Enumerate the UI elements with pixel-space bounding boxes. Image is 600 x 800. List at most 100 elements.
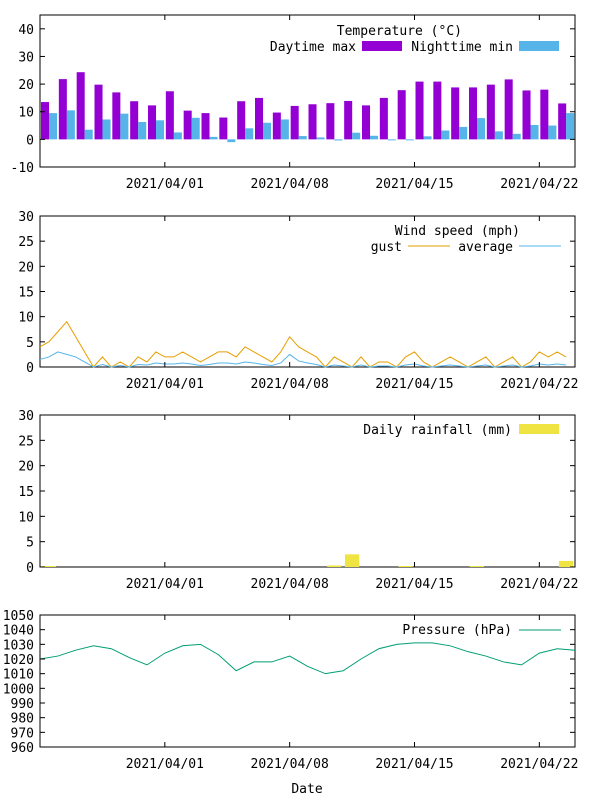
legend-label-gust: gust	[371, 240, 402, 255]
bar-daytime-max	[76, 72, 85, 140]
wind-panel: 0 5 10 15 20 25 30 2021/04/01 2021/04/08 2021/04/…	[18, 210, 578, 392]
x-tick-label: 2021/04/15	[375, 177, 453, 192]
bar-nighttime-min	[352, 132, 361, 140]
bar-rainfall	[327, 565, 342, 567]
legend-label-pressure: Pressure (hPa)	[402, 623, 512, 638]
bar-daytime-max	[451, 87, 460, 140]
y-tick-label: 15	[18, 485, 34, 500]
bar-daytime-max	[237, 101, 246, 140]
bar-daytime-max	[165, 91, 174, 140]
temperature-frame	[39, 14, 576, 168]
bar-nighttime-min	[387, 139, 396, 141]
y-tick-label: 15	[18, 286, 34, 301]
bar-daytime-max	[308, 104, 317, 140]
x-tick-label: 2021/04/01	[126, 757, 204, 772]
bar-nighttime-min	[49, 113, 58, 140]
y-tick-label: 1020	[3, 653, 34, 668]
bar-daytime-max	[255, 97, 264, 140]
x-tick-label: 2021/04/22	[500, 377, 578, 392]
bar-nighttime-min	[227, 139, 236, 143]
legend-swatch-daytime-max	[362, 41, 402, 51]
bar-nighttime-min	[102, 119, 111, 140]
x-tick-label: 2021/04/22	[500, 577, 578, 592]
bar-nighttime-min	[530, 124, 539, 140]
bar-nighttime-min	[494, 131, 503, 140]
y-tick-label: 1010	[3, 668, 34, 683]
bar-daytime-max	[41, 102, 50, 140]
bar-nighttime-min	[423, 136, 432, 140]
bar-daytime-max	[326, 103, 335, 140]
bar-nighttime-min	[263, 122, 272, 140]
y-tick-label: -10	[11, 161, 34, 176]
x-tick-label: 2021/04/15	[375, 577, 453, 592]
temperature-title: Temperature (°C)	[337, 24, 462, 39]
x-tick-label: 2021/04/08	[251, 577, 329, 592]
wind-title: Wind speed (mph)	[395, 224, 520, 239]
bar-daytime-max	[415, 81, 424, 140]
pressure-frame	[39, 614, 576, 748]
x-tick-label: 2021/04/08	[251, 177, 329, 192]
y-tick-label: 1040	[3, 624, 34, 639]
bar-rainfall	[41, 565, 57, 567]
bar-daytime-max	[201, 113, 210, 140]
bar-daytime-max	[558, 103, 567, 140]
y-tick-label: 20	[18, 260, 34, 275]
y-tick-label: 0	[26, 361, 34, 376]
y-tick-label: 20	[18, 460, 34, 475]
bar-daytime-max	[130, 101, 139, 140]
bar-daytime-max	[344, 100, 353, 140]
y-tick-label: 0	[26, 561, 34, 576]
bar-nighttime-min	[84, 129, 93, 140]
legend-swatch-nighttime-min	[519, 41, 559, 51]
bar-daytime-max	[540, 89, 549, 140]
bar-nighttime-min	[298, 136, 307, 140]
x-tick-label: 2021/04/01	[126, 377, 204, 392]
x-tick-label: 2021/04/22	[500, 177, 578, 192]
series-line-gust	[39, 320, 567, 368]
y-tick-label: 30	[18, 409, 34, 424]
y-tick-label: 970	[11, 726, 34, 741]
y-tick-label: 30	[18, 50, 34, 65]
bar-daytime-max	[522, 90, 531, 140]
bar-rainfall	[469, 565, 485, 567]
bar-daytime-max	[469, 87, 478, 140]
legend-label-rainfall: Daily rainfall (mm)	[363, 423, 512, 438]
bar-daytime-max	[290, 105, 299, 140]
y-tick-label: 5	[26, 536, 34, 551]
y-tick-label: 990	[11, 697, 34, 712]
bar-nighttime-min	[209, 136, 218, 140]
rainfall-panel: 0 5 10 15 20 25 30 2021/04/01 2021/04/08 2021/04/…	[18, 409, 578, 592]
x-tick-label: 2021/04/15	[375, 757, 453, 772]
bar-nighttime-min	[334, 139, 343, 141]
bar-nighttime-min	[477, 118, 486, 140]
bar-nighttime-min	[245, 128, 254, 140]
y-tick-label: 980	[11, 712, 34, 727]
bar-nighttime-min	[441, 130, 450, 140]
bar-daytime-max	[58, 79, 67, 140]
x-tick-label: 2021/04/08	[251, 757, 329, 772]
y-tick-label: 10	[18, 106, 34, 121]
y-tick-label: 30	[18, 210, 34, 225]
y-tick-label: 25	[18, 434, 34, 449]
bar-rainfall	[558, 560, 574, 567]
temperature-panel: -10 0 10 20 30 40 2021/04/01 2021/04/08 2021/04/…	[11, 14, 578, 192]
bar-daytime-max	[397, 90, 406, 140]
legend-swatch-rainfall	[519, 424, 559, 434]
y-tick-label: 1030	[3, 638, 34, 653]
x-axis-label: Date	[291, 782, 322, 797]
bar-daytime-max	[94, 84, 103, 140]
bar-daytime-max	[433, 81, 442, 140]
y-tick-label: 20	[18, 78, 34, 93]
y-tick-label: 1050	[3, 609, 34, 624]
bar-nighttime-min	[280, 119, 289, 140]
bar-nighttime-min	[405, 139, 414, 141]
x-tick-label: 2021/04/01	[126, 177, 204, 192]
bar-rainfall	[398, 565, 413, 567]
bar-nighttime-min	[512, 133, 521, 140]
bar-nighttime-min	[120, 113, 129, 140]
x-tick-label: 2021/04/08	[251, 377, 329, 392]
series-line-average	[39, 351, 567, 368]
bar-nighttime-min	[566, 113, 575, 140]
